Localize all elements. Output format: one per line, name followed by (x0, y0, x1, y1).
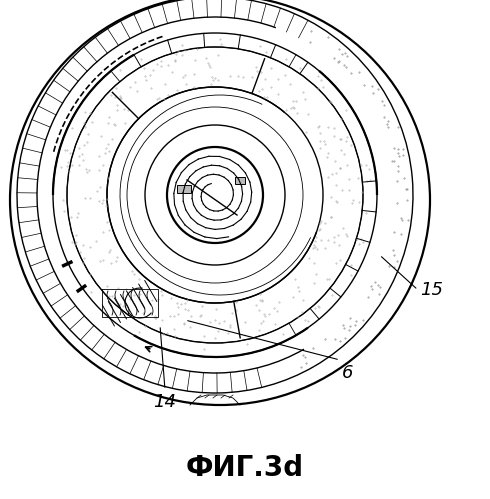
Text: 15: 15 (420, 281, 443, 299)
Bar (235, 177, 245, 184)
Bar (177, 185, 191, 193)
Text: 14: 14 (153, 393, 176, 411)
Text: ФИГ.3d: ФИГ.3d (186, 454, 304, 482)
Text: 6: 6 (342, 364, 353, 382)
